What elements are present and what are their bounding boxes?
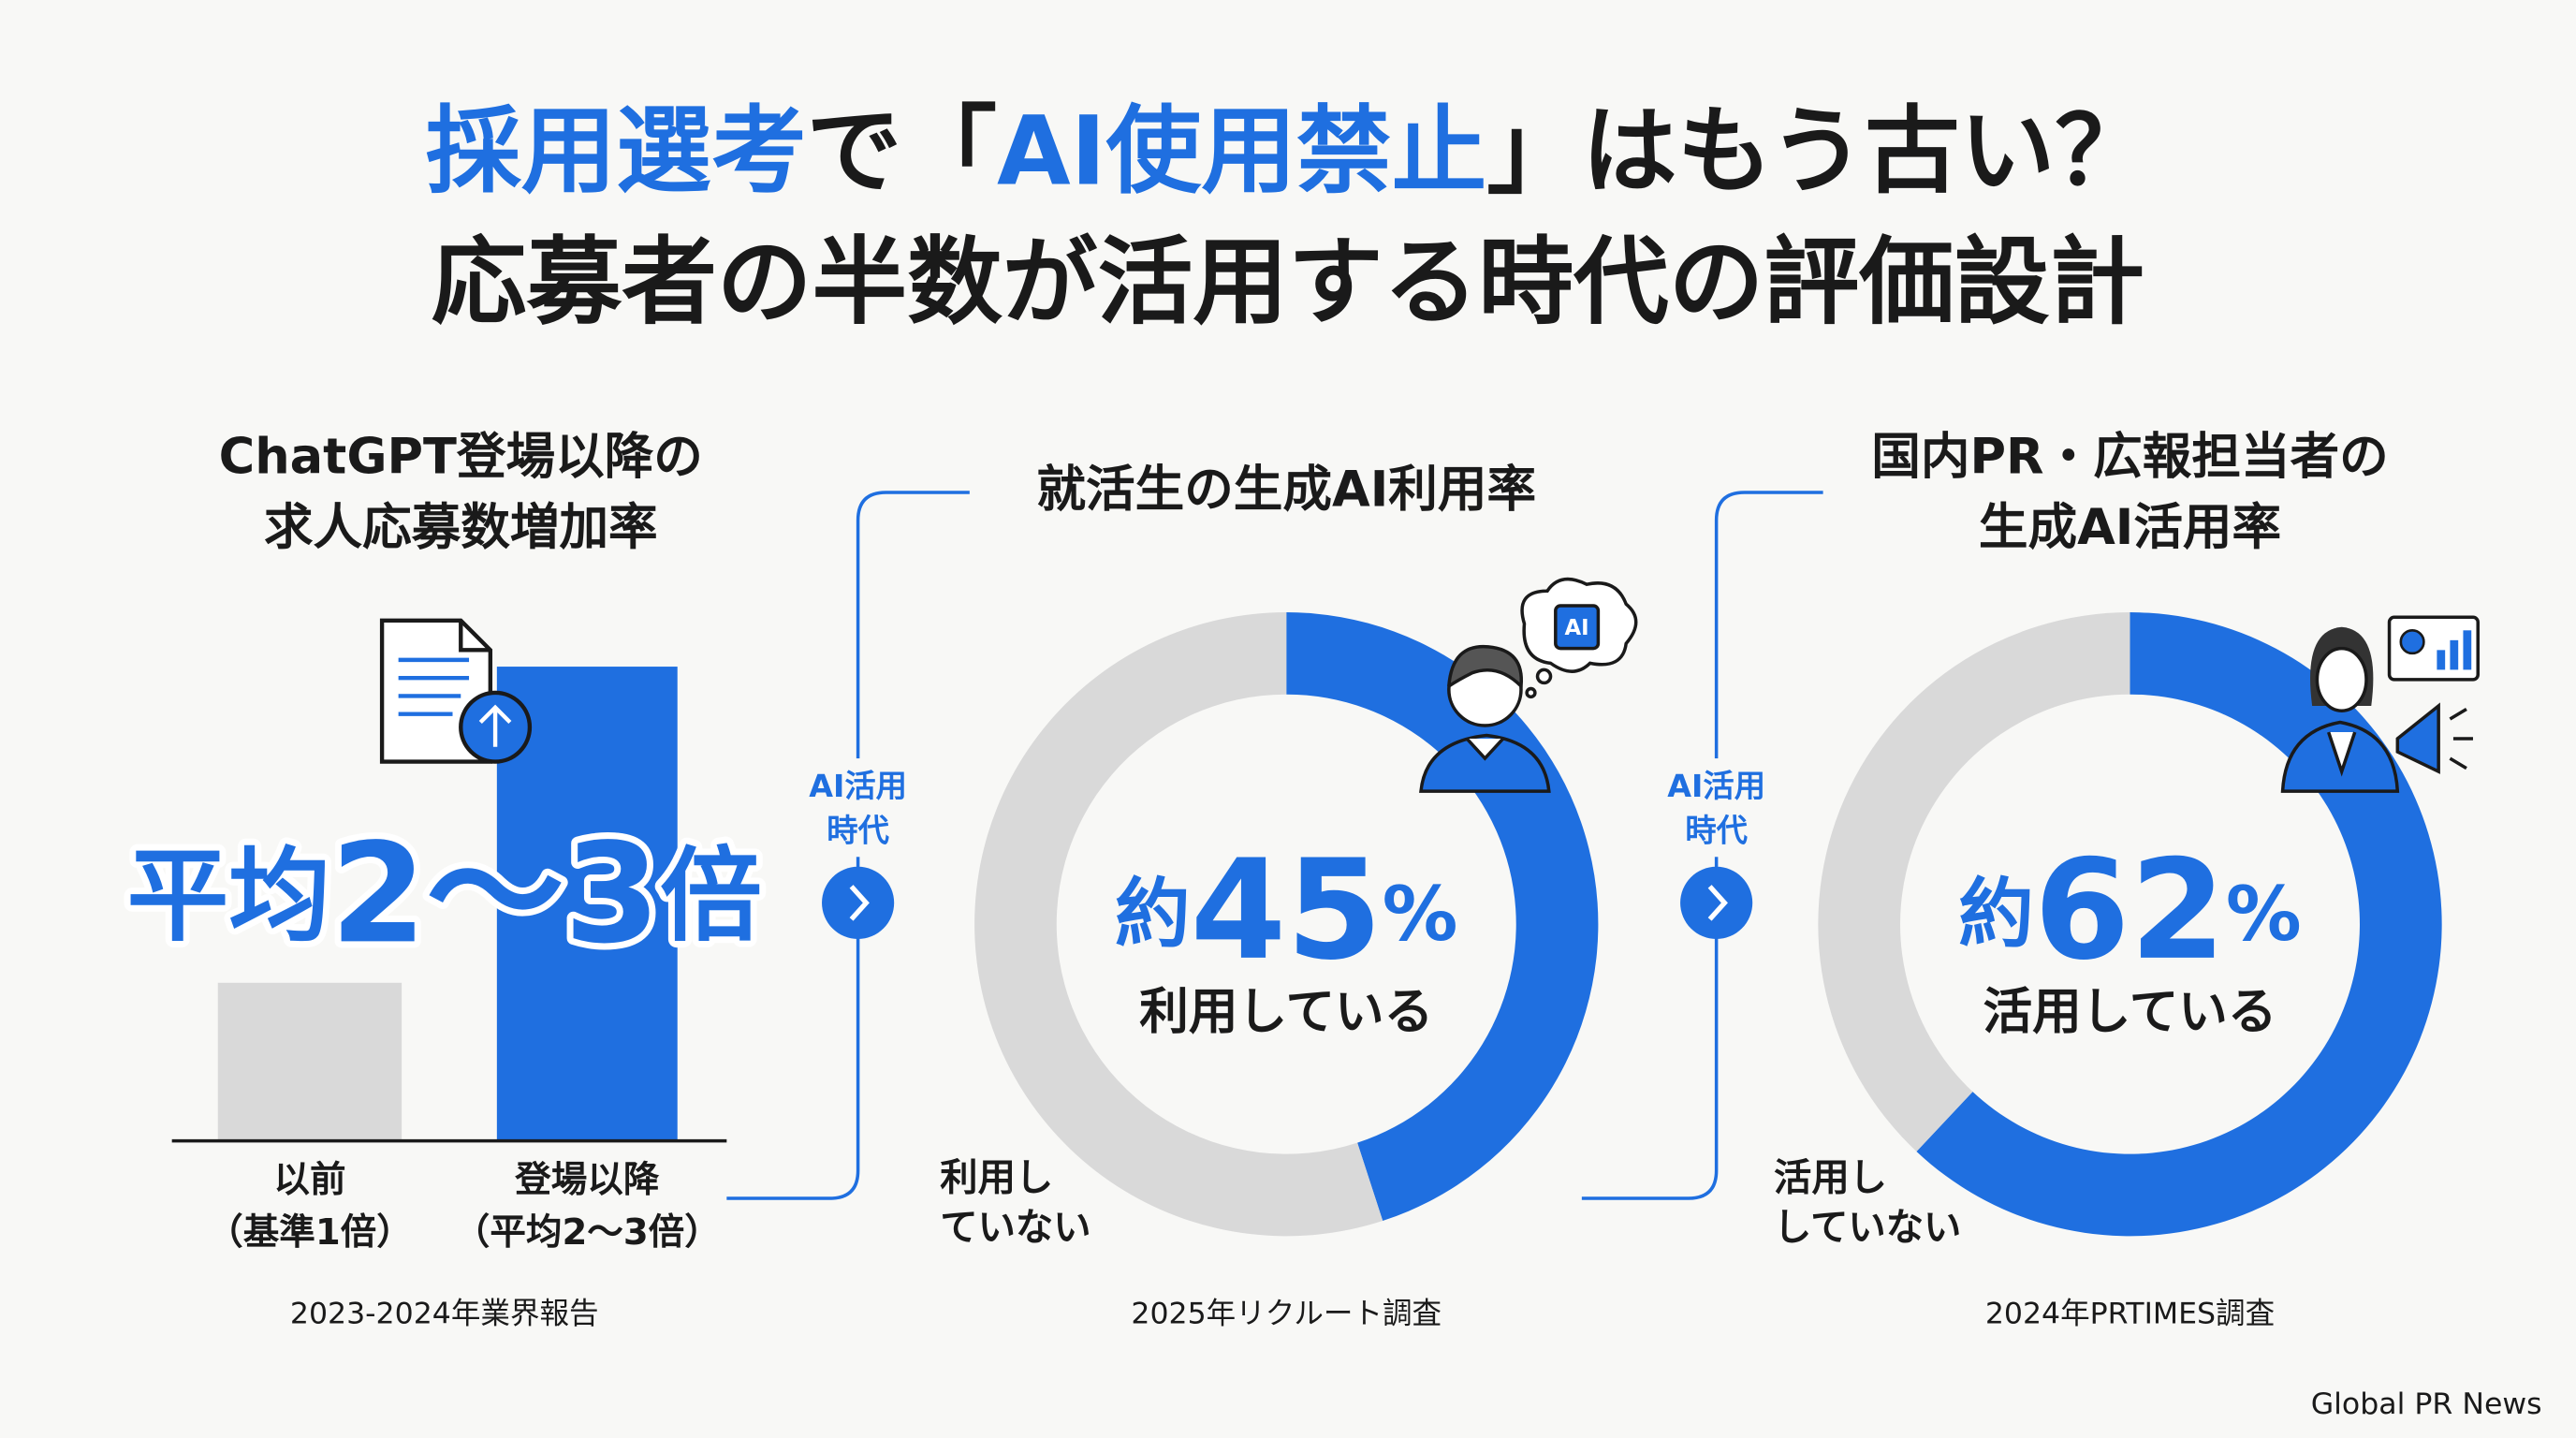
chart-title: 生成AI活用率 bbox=[1979, 499, 2281, 556]
category-label: 利用し bbox=[940, 1156, 1053, 1200]
source: 2023-2024年業界報告 bbox=[290, 1297, 599, 1330]
document-icon bbox=[379, 618, 533, 764]
title-part: 」はもう古い？ bbox=[1486, 95, 2150, 206]
title-line2: 応募者の半数が活用する時代の評価設計 bbox=[432, 227, 2144, 337]
category-label: 利用している bbox=[1139, 983, 1433, 1040]
chart-title: 就活生の生成AI利用率 bbox=[1036, 462, 1536, 519]
title-part: で「 bbox=[807, 95, 997, 206]
chart-title: ChatGPT登場以降の bbox=[219, 429, 703, 486]
value-label: 約62% bbox=[1958, 829, 2301, 990]
value-label: 約45% bbox=[1115, 829, 1457, 990]
bar bbox=[217, 982, 402, 1141]
connector-bg bbox=[1663, 758, 1769, 858]
category-label: （基準1倍） bbox=[207, 1211, 413, 1254]
pr-person-icon bbox=[2280, 615, 2480, 793]
connector-label: AI活用 bbox=[809, 768, 907, 804]
chart-title: 求人応募数増加率 bbox=[264, 499, 658, 556]
title-part: 採用選考 bbox=[426, 95, 807, 206]
arrow-circle bbox=[822, 866, 895, 939]
title-line1: 採用選考で「AI使用禁止」はもう古い？ bbox=[426, 95, 2150, 206]
donut-segment bbox=[1818, 612, 2130, 1152]
arrow-circle bbox=[1680, 866, 1753, 939]
category-label: （平均2〜3倍） bbox=[454, 1211, 721, 1254]
student-icon bbox=[1419, 577, 1638, 793]
connector-label: 時代 bbox=[827, 812, 889, 848]
arrow-chevron bbox=[1707, 885, 1728, 921]
category-label: 活用している bbox=[1983, 983, 2277, 1040]
category-label: ていない bbox=[940, 1205, 1090, 1249]
connector-label: 時代 bbox=[1685, 812, 1748, 848]
category-label: していない bbox=[1774, 1205, 1961, 1249]
chart-title: 国内PR・広報担当者の bbox=[1871, 429, 2388, 486]
source: 2024年PRTIMES調査 bbox=[1985, 1297, 2275, 1330]
connector-label: AI活用 bbox=[1667, 768, 1765, 804]
category-label: 以前 bbox=[273, 1159, 345, 1201]
icon-label: AI bbox=[1565, 616, 1589, 640]
connector-bg bbox=[805, 758, 911, 858]
donut-segment bbox=[974, 612, 1383, 1237]
source: 2025年リクルート調査 bbox=[1131, 1297, 1442, 1330]
arrow-chevron bbox=[849, 885, 870, 921]
headline: 平均2〜3倍 bbox=[127, 813, 762, 974]
title-part: AI使用禁止 bbox=[997, 95, 1486, 206]
category-label: 活用し bbox=[1774, 1156, 1887, 1200]
bar bbox=[496, 667, 678, 1141]
category-label: 登場以降 bbox=[514, 1159, 660, 1201]
footer: Global PR News bbox=[2311, 1387, 2542, 1421]
